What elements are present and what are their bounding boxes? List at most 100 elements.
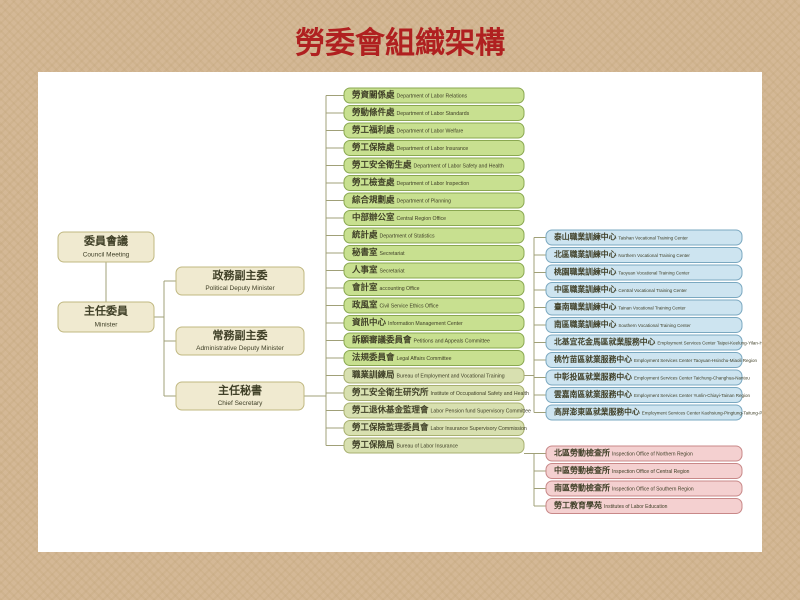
svg-text:Department of Statistics: Department of Statistics xyxy=(380,234,435,240)
svg-text:Department of Planning: Department of Planning xyxy=(397,199,452,205)
org-chart: 委員會議 Council Meeting 主任委員 Minister 政務副主委 Poli… xyxy=(38,72,762,552)
svg-text:政務副主委: 政務副主委 xyxy=(213,268,269,282)
svg-text:Employment Services Center Tai: Employment Services Center Taipei-Keelun… xyxy=(657,341,762,346)
col3-5: 勞工檢查處Department of Labor Inspection xyxy=(344,176,524,191)
col1-1: 主任委員 Minister xyxy=(58,302,154,332)
col3-14: 訴願審議委員會Petitions and Appeals Committee xyxy=(344,333,524,348)
svg-text:桃園職業訓練中心: 桃園職業訓練中心 xyxy=(554,267,617,277)
svg-text:勞工福利處: 勞工福利處 xyxy=(352,125,395,135)
col4a-4: 臺南職業訓練中心Tainan Vocational Training Cente… xyxy=(546,300,742,315)
svg-text:北區勞動檢查所: 北區勞動檢查所 xyxy=(554,448,610,458)
col3-4: 勞工安全衛生處Department of Labor Safety and He… xyxy=(344,158,524,173)
svg-text:勞工安全衛生研究所: 勞工安全衛生研究所 xyxy=(352,387,429,397)
col4a-9: 雲嘉南區就業服務中心Employment Services Center Yun… xyxy=(546,388,750,403)
svg-text:職業訓練局: 職業訓練局 xyxy=(352,370,395,380)
svg-text:Legal Affairs Committee: Legal Affairs Committee xyxy=(397,356,452,362)
page-title: 勞委會組織架構 xyxy=(0,0,800,72)
svg-text:委員會議: 委員會議 xyxy=(83,234,128,248)
svg-text:Inspection Office of Southern: Inspection Office of Southern Region xyxy=(612,487,694,493)
svg-text:南區勞動檢查所: 南區勞動檢查所 xyxy=(554,483,610,493)
svg-text:會計室: 會計室 xyxy=(351,282,378,292)
svg-text:Department of Labor Inspection: Department of Labor Inspection xyxy=(397,181,470,187)
svg-text:accounting Office: accounting Office xyxy=(380,286,420,292)
col2-2: 主任秘書 Chief Secretary xyxy=(176,382,304,410)
svg-text:Employment Services Center Kao: Employment Services Center Kaohsiung-Pin… xyxy=(642,411,762,416)
col4b-3: 勞工教育學苑Institutes of Labor Education xyxy=(546,499,742,514)
svg-text:Secretariat: Secretariat xyxy=(380,269,406,275)
col2-1: 常務副主委Administrative Deputy Minister xyxy=(176,327,304,355)
col3-13: 資訊中心Information Management Center xyxy=(344,316,524,331)
svg-text:Bureau of Employment and Vocat: Bureau of Employment and Vocational Trai… xyxy=(397,374,505,380)
col3-7: 中部辦公室Central Region Office xyxy=(344,211,524,226)
col4b-1: 中區勞動檢查所Inspection Office of Central Regi… xyxy=(546,464,742,479)
svg-text:Labor Pension fund Supervisory: Labor Pension fund Supervisory Committee xyxy=(431,409,531,415)
svg-text:南區職業訓練中心: 南區職業訓練中心 xyxy=(554,319,617,329)
svg-text:Bureau of Labor Insurance: Bureau of Labor Insurance xyxy=(397,444,459,450)
svg-text:訴願審議委員會: 訴願審議委員會 xyxy=(352,335,412,345)
svg-text:勞工保險局: 勞工保險局 xyxy=(352,440,395,450)
svg-text:雲嘉南區就業服務中心: 雲嘉南區就業服務中心 xyxy=(554,389,632,399)
svg-text:Department of Labor Welfare: Department of Labor Welfare xyxy=(397,129,464,135)
svg-text:勞資關係處: 勞資關係處 xyxy=(352,90,395,100)
col4a-8: 中彰投區就業服務中心Employment Services Center Tai… xyxy=(546,370,750,385)
col3-20: 勞工保險局Bureau of Labor Insurance xyxy=(344,438,524,453)
svg-text:勞動條件處: 勞動條件處 xyxy=(352,107,395,117)
svg-text:北區職業訓練中心: 北區職業訓練中心 xyxy=(554,249,617,259)
col3-3: 勞工保險處Department of Labor Insurance xyxy=(344,141,524,156)
svg-text:主任委員: 主任委員 xyxy=(84,304,128,318)
col3-15: 法規委員會Legal Affairs Committee xyxy=(344,351,524,366)
svg-text:Employment Services Center Tao: Employment Services Center Taoyuan-Hsinc… xyxy=(634,358,757,363)
col4a-2: 桃園職業訓練中心Taoyuan Vocational Training Cent… xyxy=(546,265,742,280)
svg-text:政風室: 政風室 xyxy=(352,300,378,310)
svg-text:Chief Secretary: Chief Secretary xyxy=(218,400,264,407)
svg-text:Employment Services Center Yun: Employment Services Center Yunlin-Chiayi… xyxy=(634,393,750,398)
col3-0: 勞資關係處Department of Labor Relations xyxy=(344,88,524,103)
col4a-1: 北區職業訓練中心Northern Vocational Training Cen… xyxy=(546,248,742,263)
svg-text:Minister: Minister xyxy=(95,322,119,329)
svg-text:Department of Labor Standards: Department of Labor Standards xyxy=(397,111,470,117)
svg-text:法規委員會: 法規委員會 xyxy=(352,352,395,362)
svg-text:Central Vocational Training Ce: Central Vocational Training Center xyxy=(618,288,687,293)
col3-10: 人事室Secretariat xyxy=(344,263,524,278)
svg-text:臺南職業訓練中心: 臺南職業訓練中心 xyxy=(554,302,617,312)
col4a-5: 南區職業訓練中心Southern Vocational Training Cen… xyxy=(546,318,742,333)
col3-2: 勞工福利處Department of Labor Welfare xyxy=(344,123,524,138)
col2-0: 政務副主委 Political Deputy Minister xyxy=(176,267,304,295)
col3-12: 政風室Civil Service Ethics Office xyxy=(344,298,524,313)
svg-text:Council Meeting: Council Meeting xyxy=(83,252,130,259)
col3-8: 統計處Department of Statistics xyxy=(344,228,524,243)
svg-text:Administrative Deputy Minister: Administrative Deputy Minister xyxy=(196,345,285,352)
svg-text:勞工退休基金監理會: 勞工退休基金監理會 xyxy=(352,405,429,415)
col4a-7: 桃竹苗區就業服務中心Employment Services Center Tao… xyxy=(546,353,757,368)
svg-text:泰山職業訓練中心: 泰山職業訓練中心 xyxy=(553,232,617,242)
col3-11: 會計室accounting Office xyxy=(344,281,524,296)
svg-text:Department of Labor Insurance: Department of Labor Insurance xyxy=(397,146,469,152)
svg-text:勞工教育學苑: 勞工教育學苑 xyxy=(554,500,602,510)
svg-text:Department of Labor Relations: Department of Labor Relations xyxy=(397,94,468,100)
svg-text:Institutes of Labor Education: Institutes of Labor Education xyxy=(604,504,668,510)
svg-text:中部辦公室: 中部辦公室 xyxy=(352,212,395,222)
svg-text:Department of Labor Safety and: Department of Labor Safety and Health xyxy=(414,164,504,170)
svg-text:勞工保險處: 勞工保險處 xyxy=(352,142,395,152)
svg-text:Inspection Office of Northern: Inspection Office of Northern Region xyxy=(612,452,693,458)
svg-text:資訊中心: 資訊中心 xyxy=(351,317,387,327)
svg-text:中區勞動檢查所: 中區勞動檢查所 xyxy=(554,465,610,475)
svg-text:Petitions and Appeals Committe: Petitions and Appeals Committee xyxy=(414,339,491,345)
svg-text:勞工檢查處: 勞工檢查處 xyxy=(352,177,395,187)
svg-text:秘書室: 秘書室 xyxy=(352,247,378,257)
svg-text:Southern Vocational Training C: Southern Vocational Training Center xyxy=(618,323,691,328)
svg-text:Central Region Office: Central Region Office xyxy=(397,216,447,222)
col3-18: 勞工退休基金監理會Labor Pension fund Supervisory … xyxy=(344,403,531,418)
svg-text:Political Deputy Minister: Political Deputy Minister xyxy=(205,285,275,292)
svg-text:Inspection Office of Central R: Inspection Office of Central Region xyxy=(612,469,690,475)
svg-text:主任秘書: 主任秘書 xyxy=(218,383,262,397)
svg-text:統計處: 統計處 xyxy=(352,230,378,240)
svg-text:Northern Vocational Training C: Northern Vocational Training Center xyxy=(618,253,690,258)
svg-text:Secretariat: Secretariat xyxy=(380,251,406,257)
svg-text:Civil Service Ethics Office: Civil Service Ethics Office xyxy=(380,304,439,310)
svg-text:Tainan Vocational Training Cen: Tainan Vocational Training Center xyxy=(618,306,686,311)
svg-text:Employment Services Center Tai: Employment Services Center Taichung-Chan… xyxy=(634,376,750,381)
col4a-0: 泰山職業訓練中心Taishan Vocational Training Cent… xyxy=(546,230,742,245)
svg-text:桃竹苗區就業服務中心: 桃竹苗區就業服務中心 xyxy=(554,354,632,364)
col4a-10: 高屏澎東區就業服務中心Employment Services Center Ka… xyxy=(546,405,762,420)
